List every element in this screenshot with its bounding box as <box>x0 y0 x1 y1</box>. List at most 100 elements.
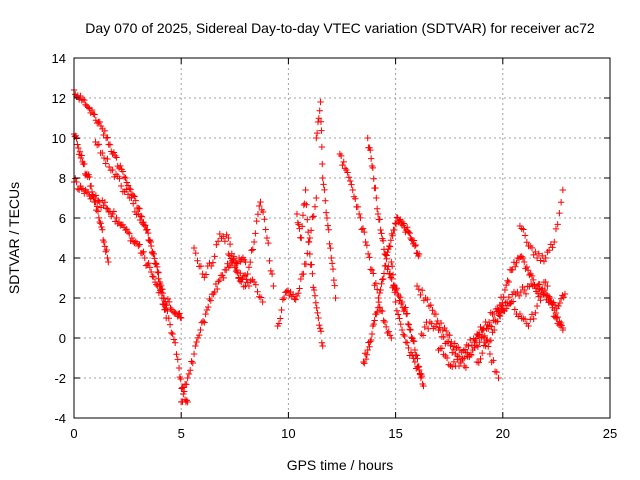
data-point <box>298 234 305 242</box>
data-point <box>542 290 550 298</box>
data-point <box>86 173 93 181</box>
y-tick-label: 12 <box>52 91 66 106</box>
data-point <box>519 254 527 262</box>
data-point <box>443 354 451 362</box>
data-point <box>542 278 549 286</box>
data-point <box>488 358 495 366</box>
data-point <box>388 334 395 342</box>
data-point <box>461 346 469 353</box>
data-point <box>124 229 132 236</box>
data-point <box>413 282 421 290</box>
data-point <box>211 253 218 260</box>
data-point <box>193 338 200 346</box>
x-tick-label: 10 <box>281 426 295 441</box>
data-point <box>447 342 454 349</box>
data-point <box>102 204 110 212</box>
data-point <box>105 208 112 216</box>
data-point <box>309 213 316 221</box>
data-point <box>289 291 297 298</box>
data-point <box>372 280 380 287</box>
data-point <box>340 158 347 166</box>
data-point <box>256 293 263 300</box>
data-point <box>532 248 539 256</box>
data-point <box>553 314 560 322</box>
data-point <box>81 160 88 168</box>
data-point <box>122 174 129 182</box>
data-point <box>465 342 472 350</box>
data-point <box>232 268 240 275</box>
data-point <box>92 192 100 199</box>
data-point <box>220 274 227 282</box>
x-tick-label: 25 <box>603 426 617 441</box>
y-tick-label: 4 <box>59 251 66 266</box>
data-point <box>149 273 156 280</box>
data-point <box>349 186 356 194</box>
data-point <box>99 226 106 233</box>
data-point <box>542 254 549 262</box>
data-point <box>235 275 242 282</box>
data-point <box>405 344 412 352</box>
data-point <box>501 286 509 294</box>
data-point <box>199 318 207 325</box>
data-point <box>378 280 385 288</box>
data-point <box>197 326 204 334</box>
data-point <box>177 375 184 383</box>
data-point <box>202 310 209 318</box>
data-point <box>511 306 519 313</box>
data-point <box>417 291 424 299</box>
data-point <box>293 210 301 218</box>
series-track-t <box>516 186 567 265</box>
data-point <box>302 260 310 268</box>
data-point <box>105 163 113 171</box>
data-point <box>517 288 525 296</box>
data-point <box>400 331 407 338</box>
data-point <box>398 298 406 306</box>
data-point <box>393 307 401 315</box>
data-point <box>315 314 322 322</box>
data-point <box>556 209 563 217</box>
data-point <box>457 359 464 367</box>
data-point <box>521 286 528 294</box>
data-point <box>403 310 410 318</box>
data-point <box>537 257 544 264</box>
data-point <box>190 350 198 358</box>
data-point <box>442 327 450 335</box>
data-point <box>380 317 387 324</box>
data-point <box>313 134 320 142</box>
series-track-m <box>360 214 423 367</box>
data-point <box>536 281 543 288</box>
data-point <box>143 226 151 234</box>
data-point <box>559 186 567 194</box>
data-point <box>379 275 387 283</box>
data-point <box>138 213 145 220</box>
data-point <box>312 299 320 306</box>
data-point <box>551 238 558 246</box>
data-point <box>311 292 319 299</box>
data-point <box>205 303 212 311</box>
x-tick-label: 5 <box>178 426 185 441</box>
data-point <box>364 250 372 258</box>
data-point <box>535 250 543 257</box>
data-point <box>247 277 254 285</box>
data-point <box>424 296 431 303</box>
data-point <box>95 214 103 222</box>
data-point <box>194 334 202 342</box>
data-point <box>155 275 162 282</box>
data-point <box>389 271 397 278</box>
data-point <box>124 182 132 189</box>
series-track-o <box>413 282 506 356</box>
data-point <box>245 282 253 290</box>
data-point <box>359 225 367 232</box>
data-point <box>495 374 502 382</box>
data-point <box>259 208 267 216</box>
data-point <box>557 321 564 328</box>
data-point <box>391 289 398 296</box>
x-tick-label: 15 <box>388 426 402 441</box>
data-point <box>248 247 255 254</box>
data-point <box>390 281 398 289</box>
data-point <box>126 185 133 192</box>
data-point <box>419 332 427 339</box>
data-point <box>373 205 381 212</box>
data-point <box>293 292 301 300</box>
